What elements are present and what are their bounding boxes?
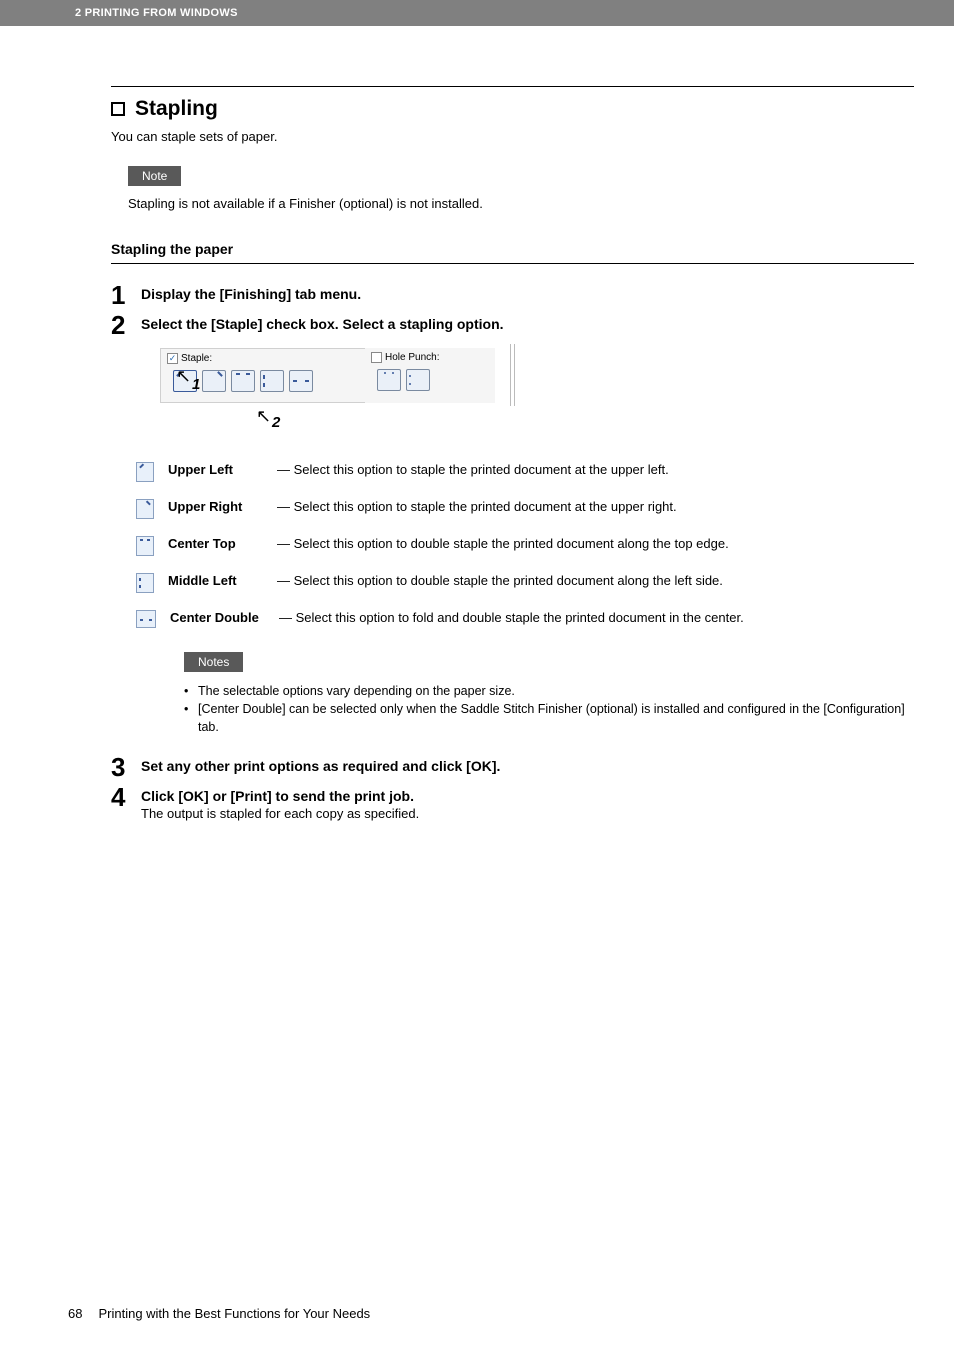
section-intro: You can staple sets of paper. <box>111 129 914 144</box>
option-label: Center Top <box>168 536 263 551</box>
staple-options-table: Upper Left — Select this option to stapl… <box>136 462 914 628</box>
option-desc: — Select this option to double staple th… <box>277 536 729 551</box>
option-desc: — Select this option to staple the print… <box>277 499 677 514</box>
page-body: Stapling You can staple sets of paper. N… <box>0 26 954 821</box>
upper-left-icon <box>136 462 154 482</box>
option-label: Upper Right <box>168 499 263 514</box>
page-number: 68 <box>68 1306 82 1321</box>
notes-badge: Notes <box>184 652 243 672</box>
staple-checkbox[interactable]: ✓ <box>167 353 178 364</box>
option-row: Center Double — Select this option to fo… <box>136 610 914 628</box>
step-text: Click [OK] or [Print] to send the print … <box>141 784 419 804</box>
step-3: 3 Set any other print options as require… <box>111 754 914 780</box>
staple-middle-left-icon[interactable] <box>260 370 284 392</box>
middle-left-icon <box>136 573 154 593</box>
staple-upper-right-icon[interactable] <box>202 370 226 392</box>
note-badge: Note <box>128 166 181 186</box>
notes-item: The selectable options vary depending on… <box>184 682 914 700</box>
step-subtext: The output is stapled for each copy as s… <box>141 804 419 821</box>
option-label: Upper Left <box>168 462 263 477</box>
subsection-rule <box>111 263 914 264</box>
option-desc: — Select this option to staple the print… <box>277 462 669 477</box>
step-1: 1 Display the [Finishing] tab menu. <box>111 282 914 308</box>
step-text: Display the [Finishing] tab menu. <box>141 282 361 302</box>
holepunch-checkbox[interactable] <box>371 352 382 363</box>
center-top-icon <box>136 536 154 556</box>
step-2: 2 Select the [Staple] check box. Select … <box>111 312 914 338</box>
callout-2: 2 <box>272 414 280 431</box>
step-number: 4 <box>111 784 141 810</box>
note-text: Stapling is not available if a Finisher … <box>128 196 914 211</box>
callout-1: 1 <box>192 376 200 393</box>
staple-center-double-icon[interactable] <box>289 370 313 392</box>
finishing-tab-screenshot: ✓ Staple: Hole Punch: ↖ 1 ↖ <box>160 348 520 438</box>
holepunch-options-row <box>377 369 489 391</box>
center-double-icon <box>136 610 156 628</box>
holepunch-panel: Hole Punch: <box>365 348 495 403</box>
section-top-rule <box>111 86 914 87</box>
option-label: Center Double <box>170 610 265 625</box>
holepunch-left-icon[interactable] <box>406 369 430 391</box>
cursor-icon: ↖ <box>256 406 271 427</box>
step-number: 1 <box>111 282 141 308</box>
notes-list: The selectable options vary depending on… <box>184 682 914 736</box>
chapter-title: 2 PRINTING FROM WINDOWS <box>75 7 238 19</box>
option-desc: — Select this option to double staple th… <box>277 573 723 588</box>
footer-title: Printing with the Best Functions for You… <box>98 1306 370 1321</box>
notes-item: [Center Double] can be selected only whe… <box>184 700 914 736</box>
step-text: Select the [Staple] check box. Select a … <box>141 312 504 332</box>
subsection-heading: Stapling the paper <box>111 241 914 257</box>
step-4: 4 Click [OK] or [Print] to send the prin… <box>111 784 914 821</box>
upper-right-icon <box>136 499 154 519</box>
staple-center-top-icon[interactable] <box>231 370 255 392</box>
option-row: Upper Right — Select this option to stap… <box>136 499 914 519</box>
holepunch-checkbox-label: Hole Punch: <box>385 352 439 363</box>
holepunch-top-icon[interactable] <box>377 369 401 391</box>
option-desc: — Select this option to fold and double … <box>279 610 744 625</box>
step-number: 2 <box>111 312 141 338</box>
step-text: Set any other print options as required … <box>141 754 500 774</box>
option-row: Middle Left — Select this option to doub… <box>136 573 914 593</box>
square-bullet-icon <box>111 102 125 116</box>
page-footer: 68 Printing with the Best Functions for … <box>68 1306 370 1321</box>
step-number: 3 <box>111 754 141 780</box>
staple-checkbox-label: Staple: <box>181 353 212 364</box>
chapter-header: 2 PRINTING FROM WINDOWS <box>0 0 954 26</box>
section-title: Stapling <box>135 97 218 121</box>
option-row: Upper Left — Select this option to stapl… <box>136 462 914 482</box>
option-row: Center Top — Select this option to doubl… <box>136 536 914 556</box>
holepunch-checkbox-row: Hole Punch: <box>371 352 489 363</box>
panel-divider <box>510 344 515 406</box>
option-label: Middle Left <box>168 573 263 588</box>
section-heading: Stapling <box>111 97 914 121</box>
